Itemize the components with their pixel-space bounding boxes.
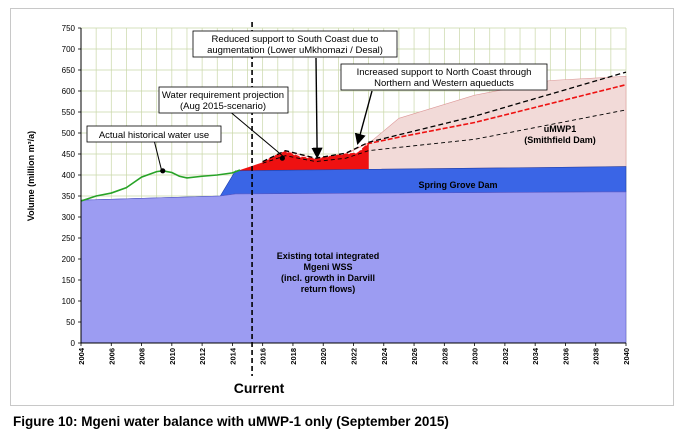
- x-tick-label: 2028: [440, 348, 449, 365]
- annotation-north-coast: Increased support to North Coast through…: [340, 63, 548, 91]
- y-axis-title: Volume (million m³/a): [26, 131, 36, 221]
- x-tick-label: 2032: [501, 348, 510, 365]
- deficit-area: [239, 143, 369, 171]
- annotation-south-line-1: Reduced support to South Coast due to: [212, 34, 379, 45]
- y-tick-label: 700: [62, 45, 76, 54]
- x-tick-label: 2040: [622, 348, 631, 365]
- y-tick-label: 200: [62, 255, 76, 264]
- y-tick-label: 300: [62, 213, 76, 222]
- y-tick-label: 550: [62, 108, 76, 117]
- series-lines: [80, 22, 627, 376]
- data-marker: [279, 155, 285, 161]
- existing-label-line-3: (incl. growth in Darvill: [281, 273, 375, 283]
- x-tick-label: 2008: [138, 348, 147, 365]
- x-tick-label: 2034: [531, 347, 540, 365]
- annotation-south-coast: Reduced support to South Coast due to au…: [192, 30, 398, 58]
- x-tick-label: 2018: [289, 348, 298, 365]
- x-tick-label: 2030: [471, 348, 480, 365]
- projection-line: [262, 83, 627, 164]
- y-tick-label: 250: [62, 234, 76, 243]
- spring-grove-label: Spring Grove Dam: [418, 180, 497, 190]
- existing-label-line-1: Existing total integrated: [277, 251, 380, 261]
- x-tick-label: 2036: [561, 348, 570, 365]
- y-tick-label: 150: [62, 276, 76, 285]
- y-tick-label: 650: [62, 66, 76, 75]
- annotation-projection: Water requirement projection (Aug 2015-s…: [158, 86, 289, 158]
- annotation-north-line-2: Northern and Western aqueducts: [374, 78, 514, 89]
- y-tick-label: 350: [62, 192, 76, 201]
- historical-line: [80, 169, 241, 202]
- arrow-north-coast: [354, 90, 373, 145]
- annotation-north-line-1: Increased support to North Coast through: [357, 67, 532, 78]
- y-tick-label: 750: [62, 24, 76, 33]
- x-tick-label: 2024: [380, 347, 389, 365]
- x-tick-label: 2006: [107, 348, 116, 365]
- x-tick-label: 2010: [168, 348, 177, 365]
- upper-dashed-line: [262, 71, 627, 163]
- axes: 0 50 100 150 200 250 300 350 400 450 500 550 600 650 7…: [62, 24, 631, 365]
- y-tick-label: 600: [62, 87, 76, 96]
- current-label: Current: [234, 380, 285, 396]
- x-tick-label: 2020: [319, 348, 328, 365]
- y-tick-label: 500: [62, 129, 76, 138]
- y-tick-label: 100: [62, 297, 76, 306]
- deficit-highlight: [285, 142, 369, 160]
- umwp1-label: uMWP1 (Smithfield Dam): [524, 124, 596, 145]
- existing-label-line-2: Mgeni WSS: [304, 262, 353, 272]
- y-tick-label: 450: [62, 150, 76, 159]
- annotation-arrows: [311, 57, 373, 159]
- lower-dashed-line: [262, 109, 627, 164]
- x-tick-label: 2004: [77, 347, 86, 365]
- x-tick-label: 2022: [350, 348, 359, 365]
- annotation-historical: Actual historical water use: [86, 125, 222, 173]
- annotation-south-line-2: augmentation (Lower uMkhomazi / Desal): [207, 45, 383, 56]
- umwp1-label-line-1: uMWP1: [544, 124, 577, 134]
- y-tick-label: 0: [71, 339, 76, 348]
- x-tick-label: 2014: [228, 347, 237, 365]
- y-tick-label: 400: [62, 171, 76, 180]
- existing-area-label: Existing total integrated Mgeni WSS (inc…: [277, 251, 380, 294]
- existing-area: [80, 191, 627, 344]
- area-layers: [80, 75, 627, 344]
- y-tick-label: 50: [66, 318, 75, 327]
- annotation-projection-line-1: Water requirement projection: [162, 90, 284, 101]
- annotation-projection-line-2: (Aug 2015-scenario): [180, 101, 266, 112]
- arrow-south-coast: [311, 57, 323, 159]
- umwp1-label-line-2: (Smithfield Dam): [524, 135, 596, 145]
- x-tick-label: 2016: [259, 348, 268, 365]
- existing-label-line-4: return flows): [301, 284, 356, 294]
- x-tick-label: 2038: [592, 348, 601, 365]
- x-tick-label: 2026: [410, 348, 419, 365]
- x-tick-label: 2012: [198, 348, 207, 365]
- chart-frame: [10, 8, 674, 406]
- annotation-historical-text: Actual historical water use: [99, 130, 209, 141]
- figure-caption: Figure 10: Mgeni water balance with uMWP…: [13, 414, 449, 429]
